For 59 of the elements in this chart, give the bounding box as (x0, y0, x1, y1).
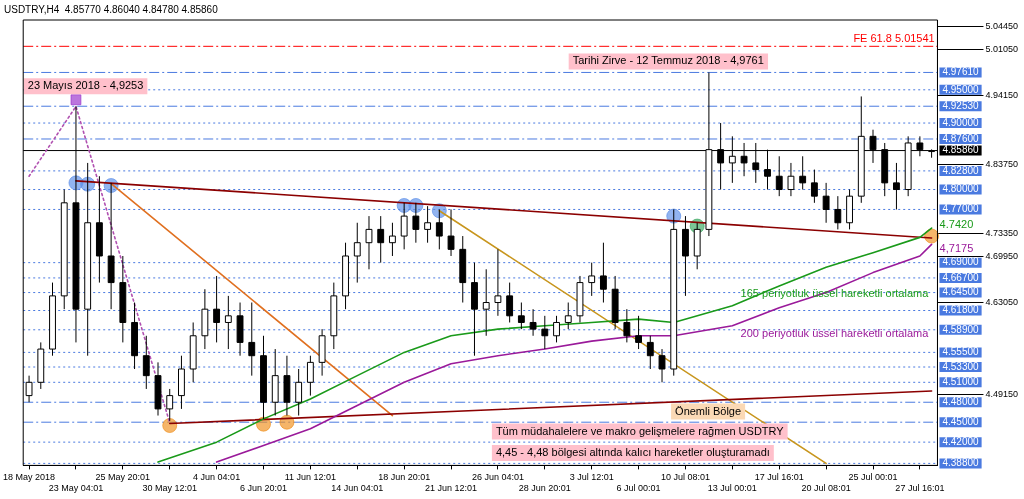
ref-line-label: 4.42000 (942, 435, 980, 447)
ref-line-label: 4.87600 (942, 132, 980, 144)
x-tick-label: 3 Jul 12:01 (569, 472, 614, 483)
x-tick-label: 6 Jun 20:01 (239, 483, 288, 494)
x-tick-label: 10 Jul 08:01 (660, 472, 710, 483)
ref-line-label: 4.48000 (942, 396, 980, 407)
annotation: 4,45 - 4,48 bölgesi altında kalıcı hareketler oluşturamadı (495, 445, 770, 458)
y-tick-label: 4.63050 (985, 296, 1019, 307)
x-tick-label: 14 Jun 04:01 (331, 483, 384, 494)
ref-line-label: 4.80000 (942, 183, 980, 195)
ref-line-label: 4.66700 (942, 271, 980, 283)
x-tick-label: 17 Jul 16:01 (754, 472, 804, 483)
ref-line-label: 4.69000 (942, 256, 980, 268)
x-tick-label: 25 May 20:01 (95, 472, 151, 483)
ref-line-label: 4.85860 (942, 144, 980, 156)
ref-line-label: 4.77000 (942, 203, 980, 215)
annotation: Tarihi Zirve - 12 Temmuz 2018 - 4,9761 (572, 54, 764, 67)
x-tick-label: 21 Jun 12:01 (425, 483, 478, 494)
x-tick-label: 13 Jul 00:01 (707, 483, 757, 494)
x-tick-label: 26 Jun 04:01 (471, 472, 524, 483)
y-tick-label: 4.83750 (985, 159, 1019, 170)
y-tick-label: 4.69950 (985, 250, 1019, 261)
data-label: 4,7175 (939, 242, 974, 255)
x-tick-label: 20 Jul 08:01 (801, 483, 851, 494)
x-tick-label: 4 Jun 04:01 (193, 472, 241, 483)
annotation: Tüm müdahalelere ve makro gelişmelere rağmen USDTRY (495, 424, 785, 437)
chart-title: USDTRY,H4 4.85770 4.86040 4.84780 4.85860 (4, 3, 219, 15)
ref-line-label: 4.53300 (942, 360, 980, 372)
y-tick-label: 4.49150 (985, 389, 1019, 400)
x-tick-label: 18 Jun 20:01 (378, 472, 431, 483)
x-tick-label: 23 May 04:01 (48, 483, 104, 494)
x-tick-label: 11 Jun 12:01 (284, 472, 337, 483)
ref-line-label: 4.92530 (942, 99, 980, 111)
ref-line-label: 4.82800 (942, 164, 980, 176)
ref-line-label: 4.45000 (942, 415, 980, 427)
y-tick-label: 5.01050 (985, 44, 1019, 55)
ref-line-label: 4.97610 (942, 66, 980, 78)
ref-line-label: 4.55500 (942, 346, 980, 358)
x-tick-label: 30 May 12:01 (142, 483, 197, 494)
ref-line-label: 4.51000 (942, 376, 980, 388)
data-label: 4.7420 (939, 218, 974, 231)
y-tick-label: 4.73350 (985, 228, 1019, 239)
ref-line-label: 4.58900 (942, 323, 980, 335)
y-tick-label: 4.94150 (985, 89, 1019, 100)
x-tick-label: 25 Jul 00:01 (848, 472, 898, 483)
annotation: 23 Mayıs 2018 - 4,9253 (27, 79, 144, 92)
ref-line-label: 4.61800 (942, 304, 980, 316)
series-label: 200 periyotluk üssel hareketli ortalama (740, 327, 930, 340)
ref-line-label: 4.95000 (942, 83, 980, 95)
x-tick-label: 18 May 2018 (3, 472, 56, 483)
ref-line-label: 4.38800 (942, 457, 980, 469)
x-tick-label: 28 Jun 20:01 (518, 483, 571, 494)
ref-line-label: 4.64500 (942, 286, 980, 298)
x-tick-label: 27 Jul 16:01 (895, 483, 945, 494)
annotation: Önemli Bölge (675, 404, 742, 417)
annotation: FE 61.8 5.01541 (853, 32, 935, 45)
y-tick-label: 5.04450 (985, 21, 1019, 32)
ref-line-label: 4.90000 (942, 116, 980, 128)
x-tick-label: 6 Jul 00:01 (616, 483, 661, 494)
